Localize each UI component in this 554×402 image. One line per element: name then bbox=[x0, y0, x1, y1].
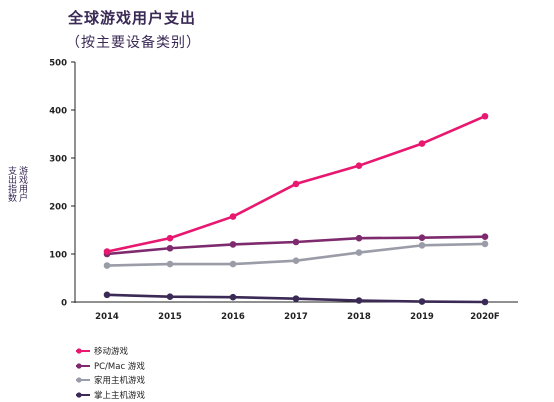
data-point bbox=[229, 260, 237, 268]
data-point bbox=[292, 238, 300, 246]
data-point bbox=[292, 257, 300, 265]
legend-swatch-icon bbox=[76, 392, 90, 398]
data-point bbox=[481, 233, 489, 241]
y-tick-label: 100 bbox=[49, 251, 67, 261]
data-point bbox=[229, 241, 237, 248]
legend-swatch-icon bbox=[76, 377, 90, 383]
y-tick-label: 0 bbox=[61, 299, 67, 309]
data-point bbox=[418, 234, 426, 241]
y-tick-label: 200 bbox=[49, 203, 67, 213]
y-tick-label: 300 bbox=[49, 155, 67, 165]
data-point bbox=[292, 180, 300, 188]
data-point bbox=[166, 293, 174, 301]
legend-swatch-icon bbox=[76, 363, 90, 369]
legend-item: 掌上主机游戏 bbox=[76, 388, 145, 402]
y-axis-label-line-1: 游戏用户 bbox=[17, 166, 27, 202]
data-point bbox=[166, 244, 174, 252]
x-tick-label: 2019 bbox=[410, 312, 434, 322]
x-tick-label: 2018 bbox=[347, 312, 371, 322]
data-point bbox=[103, 291, 111, 299]
y-axis-label-line-2: 支出指数 bbox=[6, 166, 16, 202]
legend-item: 移动游戏 bbox=[76, 344, 145, 359]
x-tick-label: 2015 bbox=[158, 312, 182, 322]
data-point bbox=[418, 140, 426, 147]
chart-subtitle: （按主要设备类别） bbox=[66, 35, 201, 51]
data-point bbox=[355, 297, 363, 304]
data-point bbox=[166, 234, 174, 242]
y-axis-label: 游戏用户 支出指数 bbox=[6, 166, 27, 202]
x-tick-label: 2014 bbox=[95, 312, 119, 322]
legend: 移动游戏 PC/Mac 游戏 家用主机游戏 掌上主机游戏 bbox=[76, 344, 145, 402]
x-tick-label: 2017 bbox=[284, 312, 308, 322]
data-point bbox=[481, 298, 489, 306]
data-point bbox=[355, 249, 363, 256]
legend-label: PC/Mac 游戏 bbox=[94, 361, 145, 372]
data-point bbox=[229, 213, 237, 220]
data-point bbox=[418, 242, 426, 249]
data-point bbox=[418, 298, 426, 305]
data-point bbox=[481, 112, 489, 120]
legend-label: 家用主机游戏 bbox=[94, 376, 146, 387]
legend-swatch-icon bbox=[76, 348, 90, 354]
x-tick-label: 2016 bbox=[221, 312, 245, 322]
data-point bbox=[103, 248, 111, 255]
data-point bbox=[355, 234, 363, 242]
chart-title: 全球游戏用户支出 bbox=[68, 9, 197, 27]
x-tick-label: 2020F bbox=[470, 312, 500, 322]
legend-item: 家用主机游戏 bbox=[76, 373, 145, 388]
data-point bbox=[229, 293, 237, 301]
y-tick-label: 400 bbox=[49, 107, 67, 117]
y-tick-label: 500 bbox=[49, 59, 67, 69]
legend-item: PC/Mac 游戏 bbox=[76, 359, 145, 374]
legend-label: 掌上主机游戏 bbox=[94, 390, 146, 401]
legend-label: 移动游戏 bbox=[94, 347, 129, 358]
data-point bbox=[355, 162, 363, 169]
data-point bbox=[292, 295, 300, 302]
data-point bbox=[481, 240, 489, 248]
data-point bbox=[103, 262, 111, 269]
data-point bbox=[166, 260, 174, 268]
